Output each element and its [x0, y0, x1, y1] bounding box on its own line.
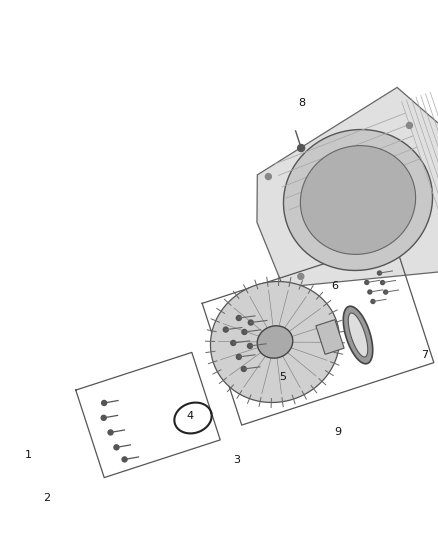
Circle shape — [114, 445, 119, 450]
Text: 7: 7 — [421, 350, 428, 360]
Circle shape — [381, 280, 385, 285]
Circle shape — [231, 341, 236, 345]
Circle shape — [223, 327, 228, 332]
Circle shape — [237, 316, 241, 320]
Circle shape — [365, 280, 369, 285]
Circle shape — [102, 400, 106, 406]
Text: 6: 6 — [332, 281, 339, 291]
Polygon shape — [316, 320, 344, 354]
Circle shape — [406, 123, 413, 128]
Polygon shape — [343, 306, 373, 364]
Circle shape — [247, 343, 252, 349]
Circle shape — [371, 300, 375, 303]
Polygon shape — [211, 281, 339, 402]
Circle shape — [241, 367, 246, 372]
Polygon shape — [348, 313, 368, 357]
Circle shape — [108, 430, 113, 435]
Circle shape — [298, 273, 304, 279]
Circle shape — [298, 144, 305, 151]
Polygon shape — [300, 146, 416, 254]
Circle shape — [378, 271, 381, 275]
Circle shape — [237, 354, 241, 359]
Polygon shape — [257, 87, 438, 287]
Circle shape — [101, 415, 106, 421]
Circle shape — [384, 290, 388, 294]
Circle shape — [265, 174, 272, 180]
Circle shape — [368, 290, 372, 294]
Polygon shape — [283, 130, 432, 270]
Text: 9: 9 — [335, 427, 342, 437]
Circle shape — [242, 329, 247, 335]
Text: 4: 4 — [187, 411, 194, 421]
Text: 1: 1 — [25, 450, 32, 460]
Polygon shape — [257, 326, 293, 358]
Text: 8: 8 — [298, 98, 306, 108]
Text: 5: 5 — [279, 372, 286, 382]
Text: 2: 2 — [43, 493, 50, 503]
Text: 3: 3 — [233, 455, 240, 465]
Circle shape — [122, 457, 127, 462]
Circle shape — [248, 320, 253, 325]
